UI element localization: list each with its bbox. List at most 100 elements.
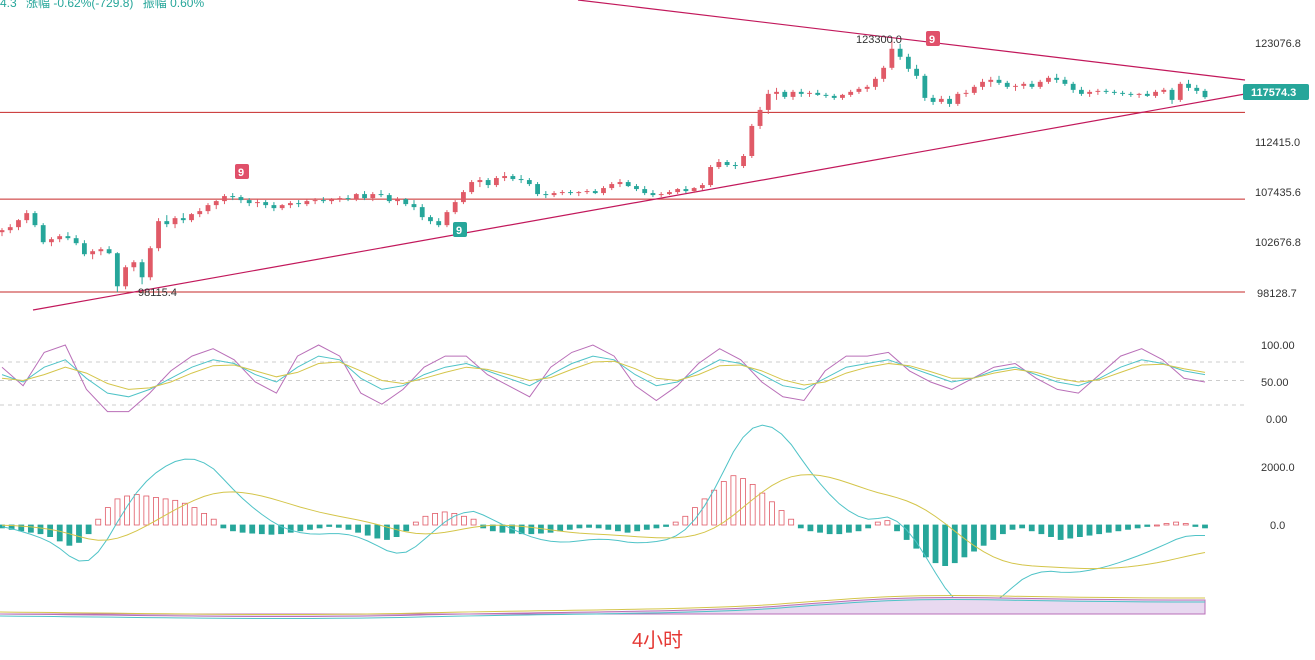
candle-body bbox=[1062, 79, 1068, 84]
macd-histogram-bar bbox=[133, 494, 140, 526]
candle bbox=[469, 180, 475, 195]
current-price-label: 117574.3 bbox=[1251, 87, 1296, 99]
macd-histogram-bar bbox=[999, 524, 1006, 535]
candle bbox=[757, 106, 763, 129]
macd-histogram-bar bbox=[393, 524, 400, 538]
candle-body bbox=[963, 92, 969, 94]
candle bbox=[164, 215, 170, 228]
candle-body bbox=[658, 194, 664, 196]
candle-body bbox=[296, 203, 302, 205]
candle bbox=[691, 187, 697, 194]
candle bbox=[1144, 90, 1150, 97]
macd-histogram-bar bbox=[268, 524, 275, 535]
candle-body bbox=[452, 202, 458, 213]
candle bbox=[90, 249, 96, 260]
macd-histogram-bar bbox=[278, 524, 284, 535]
candle bbox=[213, 200, 219, 210]
macd-histogram-bar bbox=[124, 495, 131, 526]
candle-body bbox=[905, 56, 911, 69]
candle bbox=[724, 160, 730, 168]
candle-body bbox=[922, 75, 928, 98]
candle bbox=[1046, 75, 1051, 84]
candle-body bbox=[370, 194, 376, 199]
macd-histogram-bar bbox=[153, 497, 159, 526]
candle bbox=[287, 201, 293, 209]
macd-histogram-bar bbox=[1086, 524, 1093, 536]
price-tick: 107435.6 bbox=[1255, 187, 1301, 199]
macd-histogram-bar bbox=[1125, 524, 1131, 530]
candle bbox=[230, 193, 236, 201]
candle-body bbox=[568, 192, 573, 194]
candle bbox=[798, 88, 804, 97]
candle-body bbox=[807, 92, 812, 94]
macd-histogram-bar bbox=[634, 524, 641, 532]
ascending-trendline bbox=[32, 93, 1246, 311]
candle-body bbox=[246, 200, 252, 204]
candle bbox=[353, 193, 359, 202]
macd-histogram-bar bbox=[470, 518, 477, 526]
candle bbox=[156, 218, 161, 252]
candle bbox=[65, 232, 71, 241]
candle bbox=[279, 204, 285, 211]
macd-histogram-bar bbox=[374, 524, 381, 539]
kdj-panel bbox=[0, 344, 1245, 413]
candle-body bbox=[444, 212, 450, 226]
candle-body bbox=[279, 205, 285, 209]
candle bbox=[197, 208, 203, 218]
macd-histogram-bar bbox=[403, 524, 410, 532]
candle bbox=[24, 210, 30, 224]
candle bbox=[535, 182, 540, 197]
macd-histogram-bar bbox=[865, 524, 872, 529]
macd-histogram-bar bbox=[1105, 524, 1112, 533]
candle-body bbox=[312, 200, 318, 202]
candle bbox=[699, 183, 705, 191]
candle bbox=[1153, 89, 1158, 98]
candle bbox=[914, 64, 920, 79]
candle-body bbox=[699, 185, 705, 189]
candle-body bbox=[856, 88, 862, 92]
candle-body bbox=[205, 205, 211, 212]
macd-histogram-bar bbox=[1173, 521, 1180, 526]
candle-body bbox=[823, 94, 829, 96]
candle bbox=[543, 191, 549, 199]
candle-body bbox=[180, 218, 186, 221]
macd-histogram-bar bbox=[461, 515, 467, 526]
macd-histogram-bar bbox=[894, 524, 900, 532]
candle-body bbox=[724, 162, 730, 166]
candle bbox=[477, 177, 483, 188]
candle bbox=[568, 190, 573, 196]
candle bbox=[131, 260, 137, 272]
macd-histogram-bar bbox=[1028, 524, 1035, 532]
candle-body bbox=[1004, 82, 1010, 87]
candle-body bbox=[1013, 85, 1018, 87]
candle-body bbox=[559, 192, 565, 194]
candle-body bbox=[502, 176, 508, 179]
macd-histogram-bar bbox=[566, 524, 573, 530]
svg-text:9: 9 bbox=[456, 225, 462, 237]
candle bbox=[180, 213, 186, 224]
macd-histogram-bar bbox=[615, 524, 621, 532]
candle bbox=[139, 259, 145, 285]
candle-body bbox=[897, 48, 903, 57]
candle-body bbox=[947, 98, 952, 104]
candle bbox=[897, 43, 903, 60]
candle-body bbox=[73, 238, 79, 244]
candle-body bbox=[469, 182, 475, 193]
price-panel bbox=[0, 0, 1246, 311]
volume-line bbox=[0, 598, 1206, 620]
candle bbox=[510, 174, 516, 182]
kdj-tick: 100.00 bbox=[1261, 340, 1295, 352]
macd-histogram-bar bbox=[557, 524, 564, 532]
candle-body bbox=[436, 221, 442, 226]
macd-histogram-bar bbox=[1115, 524, 1122, 532]
candle bbox=[889, 39, 895, 70]
candle bbox=[1177, 81, 1183, 102]
svg-text:9: 9 bbox=[238, 167, 244, 179]
candle bbox=[658, 192, 664, 198]
candle-body bbox=[230, 196, 236, 198]
macd-histogram-bar bbox=[826, 524, 833, 535]
macd-histogram-bar bbox=[759, 492, 766, 526]
candle bbox=[625, 180, 631, 188]
amplitude-text: 振幅 0.60% bbox=[142, 0, 205, 10]
